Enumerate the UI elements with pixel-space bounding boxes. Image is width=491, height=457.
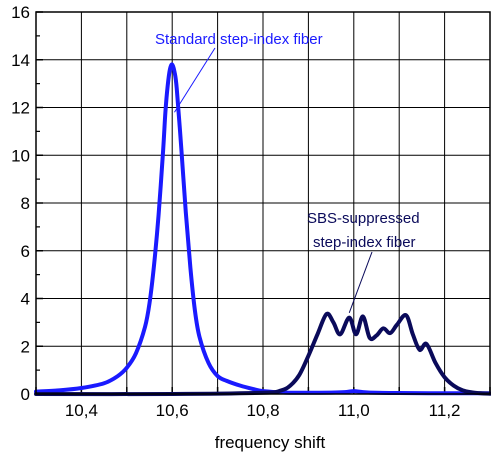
y-tick-label-1: 2 [21, 337, 30, 356]
series-line-0 [34, 62, 491, 396]
annotation-standard-fiber: Standard step-index fiber [155, 31, 323, 48]
plot-frame [35, 11, 491, 395]
annotation-leader-suppressed [348, 251, 373, 314]
annotation-sbs-suppressed-line1: SBS-suppressed [307, 210, 420, 227]
x-axis-label: frequency shift [215, 433, 326, 452]
annotation-leaders [174, 47, 373, 314]
series-layer [34, 62, 491, 397]
x-tick-label-3: 11,0 [338, 401, 370, 420]
x-tick-label-1: 10,6 [156, 401, 189, 420]
series-line-1 [34, 311, 491, 397]
x-tick-label-2: 10,8 [246, 401, 279, 420]
y-tick-label-5: 10 [11, 146, 30, 165]
x-tick-label-0: 10,4 [65, 401, 98, 420]
y-tick-label-3: 6 [21, 242, 30, 261]
x-tick-label-4: 11,2 [429, 401, 461, 420]
annotation-sbs-suppressed-line2: step-index fiber [313, 234, 416, 251]
y-tick-label-7: 14 [11, 51, 30, 70]
y-tick-label-2: 4 [21, 290, 30, 309]
y-tick-labels: 0 2 4 6 8 10 12 14 16 [11, 3, 30, 404]
y-tick-label-8: 16 [11, 3, 30, 22]
y-tick-label-6: 12 [11, 99, 30, 118]
y-tick-label-4: 8 [21, 194, 30, 213]
y-tick-label-0: 0 [21, 385, 30, 404]
x-tick-labels: 10,4 10,6 10,8 11,0 11,2 [65, 401, 461, 420]
annotation-leader-standard [174, 47, 216, 113]
